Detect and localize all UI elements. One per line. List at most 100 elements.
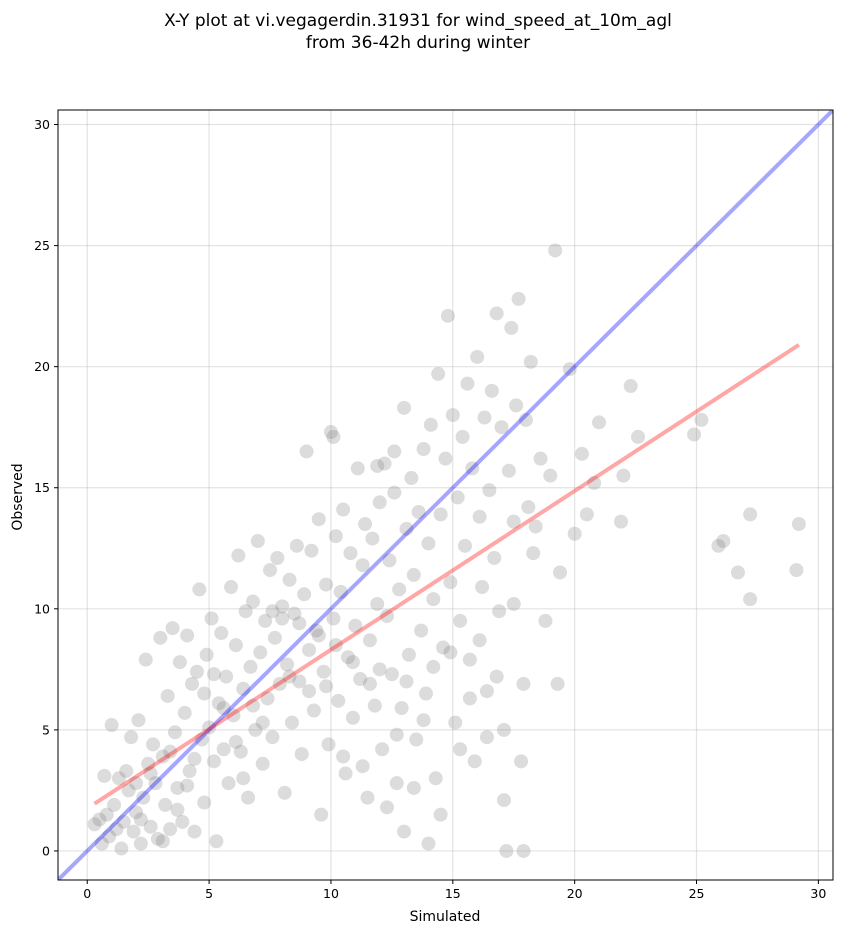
data-point — [211, 696, 226, 711]
data-point — [367, 698, 382, 713]
data-point — [372, 495, 387, 510]
data-point — [423, 417, 438, 432]
data-point — [384, 667, 399, 682]
data-point — [716, 534, 731, 549]
data-point — [165, 621, 180, 636]
data-point — [158, 797, 173, 812]
data-point — [499, 843, 514, 858]
data-point — [462, 652, 477, 667]
x-tick-label: 30 — [810, 886, 826, 901]
data-point — [592, 415, 607, 430]
data-point — [243, 659, 258, 674]
data-point — [489, 306, 504, 321]
data-point — [616, 468, 631, 483]
data-point — [341, 650, 356, 665]
data-point — [233, 744, 248, 759]
data-point — [443, 575, 458, 590]
data-point — [236, 681, 251, 696]
data-point — [128, 776, 143, 791]
data-point — [309, 623, 324, 638]
data-point — [453, 613, 468, 628]
data-point — [294, 747, 309, 762]
x-tick-label: 25 — [689, 886, 705, 901]
data-point — [175, 814, 190, 829]
data-point — [109, 822, 124, 837]
data-point — [202, 720, 217, 735]
data-point — [255, 756, 270, 771]
x-tick-label: 20 — [567, 886, 583, 901]
data-point — [328, 638, 343, 653]
data-point — [328, 529, 343, 544]
data-point — [404, 471, 419, 486]
data-point — [326, 611, 341, 626]
data-point — [484, 383, 499, 398]
data-point — [302, 684, 317, 699]
reference-lines — [58, 110, 833, 880]
data-point — [492, 604, 507, 619]
data-point — [516, 843, 531, 858]
data-point — [433, 507, 448, 522]
data-point — [228, 734, 243, 749]
data-point — [382, 553, 397, 568]
data-point — [160, 688, 175, 703]
y-tick-label: 25 — [34, 238, 50, 253]
data-point — [343, 546, 358, 561]
y-tick-label: 5 — [42, 722, 50, 737]
data-point — [102, 829, 117, 844]
data-point — [416, 441, 431, 456]
data-point — [409, 732, 424, 747]
data-point — [631, 429, 646, 444]
data-point — [255, 715, 270, 730]
data-point — [501, 463, 516, 478]
data-point — [587, 475, 602, 490]
data-point — [623, 379, 638, 394]
plot-frame — [57, 109, 834, 881]
x-tick-label: 5 — [205, 886, 213, 901]
data-point — [228, 638, 243, 653]
data-point — [194, 732, 209, 747]
data-point — [263, 563, 278, 578]
data-point — [538, 613, 553, 628]
data-point — [482, 483, 497, 498]
data-point — [613, 514, 628, 529]
data-point — [319, 679, 334, 694]
data-point — [433, 807, 448, 822]
data-point — [440, 308, 455, 323]
data-point — [292, 674, 307, 689]
data-point — [518, 412, 533, 427]
data-point — [221, 776, 236, 791]
data-point — [187, 824, 202, 839]
data-point — [182, 764, 197, 779]
data-point — [99, 807, 114, 822]
data-point — [172, 655, 187, 670]
data-point — [479, 730, 494, 745]
data-point — [421, 536, 436, 551]
data-point — [270, 550, 285, 565]
data-point — [150, 831, 165, 846]
data-point — [219, 669, 234, 684]
data-point — [694, 412, 709, 427]
data-point — [475, 580, 490, 595]
x-tick-label: 15 — [445, 886, 461, 901]
y-axis-label: Observed — [10, 463, 26, 530]
data-point — [336, 502, 351, 517]
data-point — [377, 456, 392, 471]
data-point — [236, 771, 251, 786]
data-point — [287, 606, 302, 621]
data-point — [119, 764, 134, 779]
data-point — [206, 667, 221, 682]
data-point — [326, 429, 341, 444]
data-point — [333, 584, 348, 599]
data-point — [496, 793, 511, 808]
data-point — [321, 737, 336, 752]
data-point — [187, 751, 202, 766]
data-point — [438, 451, 453, 466]
data-point — [370, 596, 385, 611]
data-point — [306, 703, 321, 718]
data-point — [331, 693, 346, 708]
data-point — [436, 640, 451, 655]
data-point — [299, 444, 314, 459]
data-point — [528, 519, 543, 534]
data-point — [362, 633, 377, 648]
data-point — [443, 645, 458, 660]
